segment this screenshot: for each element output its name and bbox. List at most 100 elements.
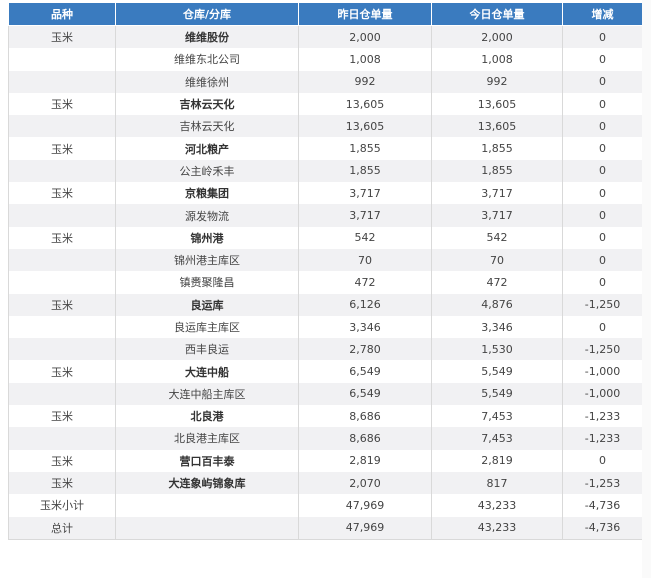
cell-warehouse: 京粮集团 xyxy=(115,182,299,205)
cell-warehouse: 锦州港主库区 xyxy=(115,248,299,272)
cell-change: 0 xyxy=(562,92,643,116)
cell-warehouse xyxy=(115,494,299,517)
warehouse-receipt-table-container: 品种 仓库/分库 昨日仓单量 今日仓单量 增减 玉米 维维股份 2,000 2,000… xyxy=(8,2,643,540)
header-row: 品种 仓库/分库 昨日仓单量 今日仓单量 增减 xyxy=(8,2,643,26)
cell-variety xyxy=(8,315,116,339)
cell-variety xyxy=(8,48,116,71)
cell-variety xyxy=(8,159,116,183)
cell-change: -1,250 xyxy=(562,338,643,361)
cell-warehouse: 吉林云天化 xyxy=(115,92,299,116)
cell-warehouse: 吉林云天化 xyxy=(115,115,299,138)
table-row: 玉米小计 47,969 43,233 -4,736 xyxy=(8,494,643,517)
cell-warehouse: 北良港主库区 xyxy=(115,427,299,450)
cell-today-receipts: 70 xyxy=(431,248,563,272)
header-warehouse[interactable]: 仓库/分库 xyxy=(115,2,299,26)
cell-today-receipts: 5,549 xyxy=(431,382,563,406)
cell-today-receipts: 2,000 xyxy=(431,25,563,49)
cell-change: -1,000 xyxy=(562,382,643,406)
cell-today-receipts: 2,819 xyxy=(431,449,563,472)
cell-variety: 玉米 xyxy=(8,360,116,383)
cell-today-receipts: 817 xyxy=(431,471,563,495)
table-row: 吉林云天化 13,605 13,605 0 xyxy=(8,115,643,138)
cell-change: -1,253 xyxy=(562,471,643,495)
cell-variety: 玉米 xyxy=(8,137,116,160)
cell-warehouse: 西丰良运 xyxy=(115,338,299,361)
cell-variety: 玉米 xyxy=(8,471,116,495)
cell-change: 0 xyxy=(562,48,643,71)
cell-yesterday-receipts: 2,070 xyxy=(298,471,432,495)
table-row: 源发物流 3,717 3,717 0 xyxy=(8,204,643,227)
cell-today-receipts: 7,453 xyxy=(431,427,563,450)
cell-today-receipts: 7,453 xyxy=(431,405,563,428)
cell-change: 0 xyxy=(562,271,643,294)
cell-today-receipts: 5,549 xyxy=(431,360,563,383)
header-yesterday-receipts[interactable]: 昨日仓单量 xyxy=(298,2,432,26)
cell-change: 0 xyxy=(562,248,643,272)
cell-variety: 玉米 xyxy=(8,182,116,205)
cell-yesterday-receipts: 2,819 xyxy=(298,449,432,472)
cell-variety: 玉米 xyxy=(8,92,116,116)
cell-today-receipts: 43,233 xyxy=(431,516,563,540)
table-row: 西丰良运 2,780 1,530 -1,250 xyxy=(8,338,643,361)
table-row: 玉米 京粮集团 3,717 3,717 0 xyxy=(8,182,643,205)
cell-yesterday-receipts: 2,780 xyxy=(298,338,432,361)
cell-variety: 总计 xyxy=(8,516,116,540)
cell-variety: 玉米 xyxy=(8,226,116,249)
cell-yesterday-receipts: 13,605 xyxy=(298,115,432,138)
cell-change: 0 xyxy=(562,70,643,93)
cell-yesterday-receipts: 992 xyxy=(298,70,432,93)
cell-change: -4,736 xyxy=(562,494,643,517)
table-row: 北良港主库区 8,686 7,453 -1,233 xyxy=(8,427,643,450)
cell-yesterday-receipts: 47,969 xyxy=(298,494,432,517)
cell-warehouse: 源发物流 xyxy=(115,204,299,227)
cell-warehouse: 良运库 xyxy=(115,293,299,316)
warehouse-receipt-table: 品种 仓库/分库 昨日仓单量 今日仓单量 增减 玉米 维维股份 2,000 2,000… xyxy=(8,2,643,540)
cell-variety: 玉米小计 xyxy=(8,494,116,517)
cell-change: 0 xyxy=(562,449,643,472)
table-row: 玉米 北良港 8,686 7,453 -1,233 xyxy=(8,405,643,428)
header-today-receipts[interactable]: 今日仓单量 xyxy=(431,2,563,26)
cell-variety: 玉米 xyxy=(8,25,116,49)
cell-today-receipts: 3,717 xyxy=(431,182,563,205)
cell-today-receipts: 1,855 xyxy=(431,159,563,183)
cell-warehouse: 北良港 xyxy=(115,405,299,428)
cell-today-receipts: 472 xyxy=(431,271,563,294)
table-row: 维维徐州 992 992 0 xyxy=(8,70,643,93)
cell-variety xyxy=(8,271,116,294)
cell-variety: 玉米 xyxy=(8,449,116,472)
cell-today-receipts: 3,717 xyxy=(431,204,563,227)
cell-today-receipts: 4,876 xyxy=(431,293,563,316)
cell-yesterday-receipts: 1,855 xyxy=(298,137,432,160)
cell-yesterday-receipts: 6,549 xyxy=(298,360,432,383)
table-row: 大连中船主库区 6,549 5,549 -1,000 xyxy=(8,382,643,406)
cell-variety: 玉米 xyxy=(8,293,116,316)
cell-yesterday-receipts: 542 xyxy=(298,226,432,249)
cell-warehouse: 良运库主库区 xyxy=(115,315,299,339)
cell-change: -1,233 xyxy=(562,427,643,450)
cell-today-receipts: 3,346 xyxy=(431,315,563,339)
cell-change: 0 xyxy=(562,182,643,205)
cell-yesterday-receipts: 8,686 xyxy=(298,405,432,428)
cell-yesterday-receipts: 6,549 xyxy=(298,382,432,406)
cell-today-receipts: 992 xyxy=(431,70,563,93)
table-row: 玉米 维维股份 2,000 2,000 0 xyxy=(8,25,643,49)
cell-today-receipts: 1,530 xyxy=(431,338,563,361)
cell-today-receipts: 43,233 xyxy=(431,494,563,517)
table-row: 玉米 大连象屿锦象库 2,070 817 -1,253 xyxy=(8,471,643,495)
cell-yesterday-receipts: 3,717 xyxy=(298,182,432,205)
scrollbar-track[interactable] xyxy=(642,0,651,578)
cell-change: -1,000 xyxy=(562,360,643,383)
cell-warehouse: 锦州港 xyxy=(115,226,299,249)
cell-change: 0 xyxy=(562,204,643,227)
cell-warehouse: 大连中船主库区 xyxy=(115,382,299,406)
cell-warehouse xyxy=(115,516,299,540)
cell-change: 0 xyxy=(562,159,643,183)
header-change[interactable]: 增减 xyxy=(562,2,643,26)
header-variety[interactable]: 品种 xyxy=(8,2,116,26)
cell-change: 0 xyxy=(562,315,643,339)
cell-variety xyxy=(8,115,116,138)
cell-warehouse: 维维徐州 xyxy=(115,70,299,93)
cell-yesterday-receipts: 1,855 xyxy=(298,159,432,183)
cell-yesterday-receipts: 70 xyxy=(298,248,432,272)
cell-yesterday-receipts: 1,008 xyxy=(298,48,432,71)
